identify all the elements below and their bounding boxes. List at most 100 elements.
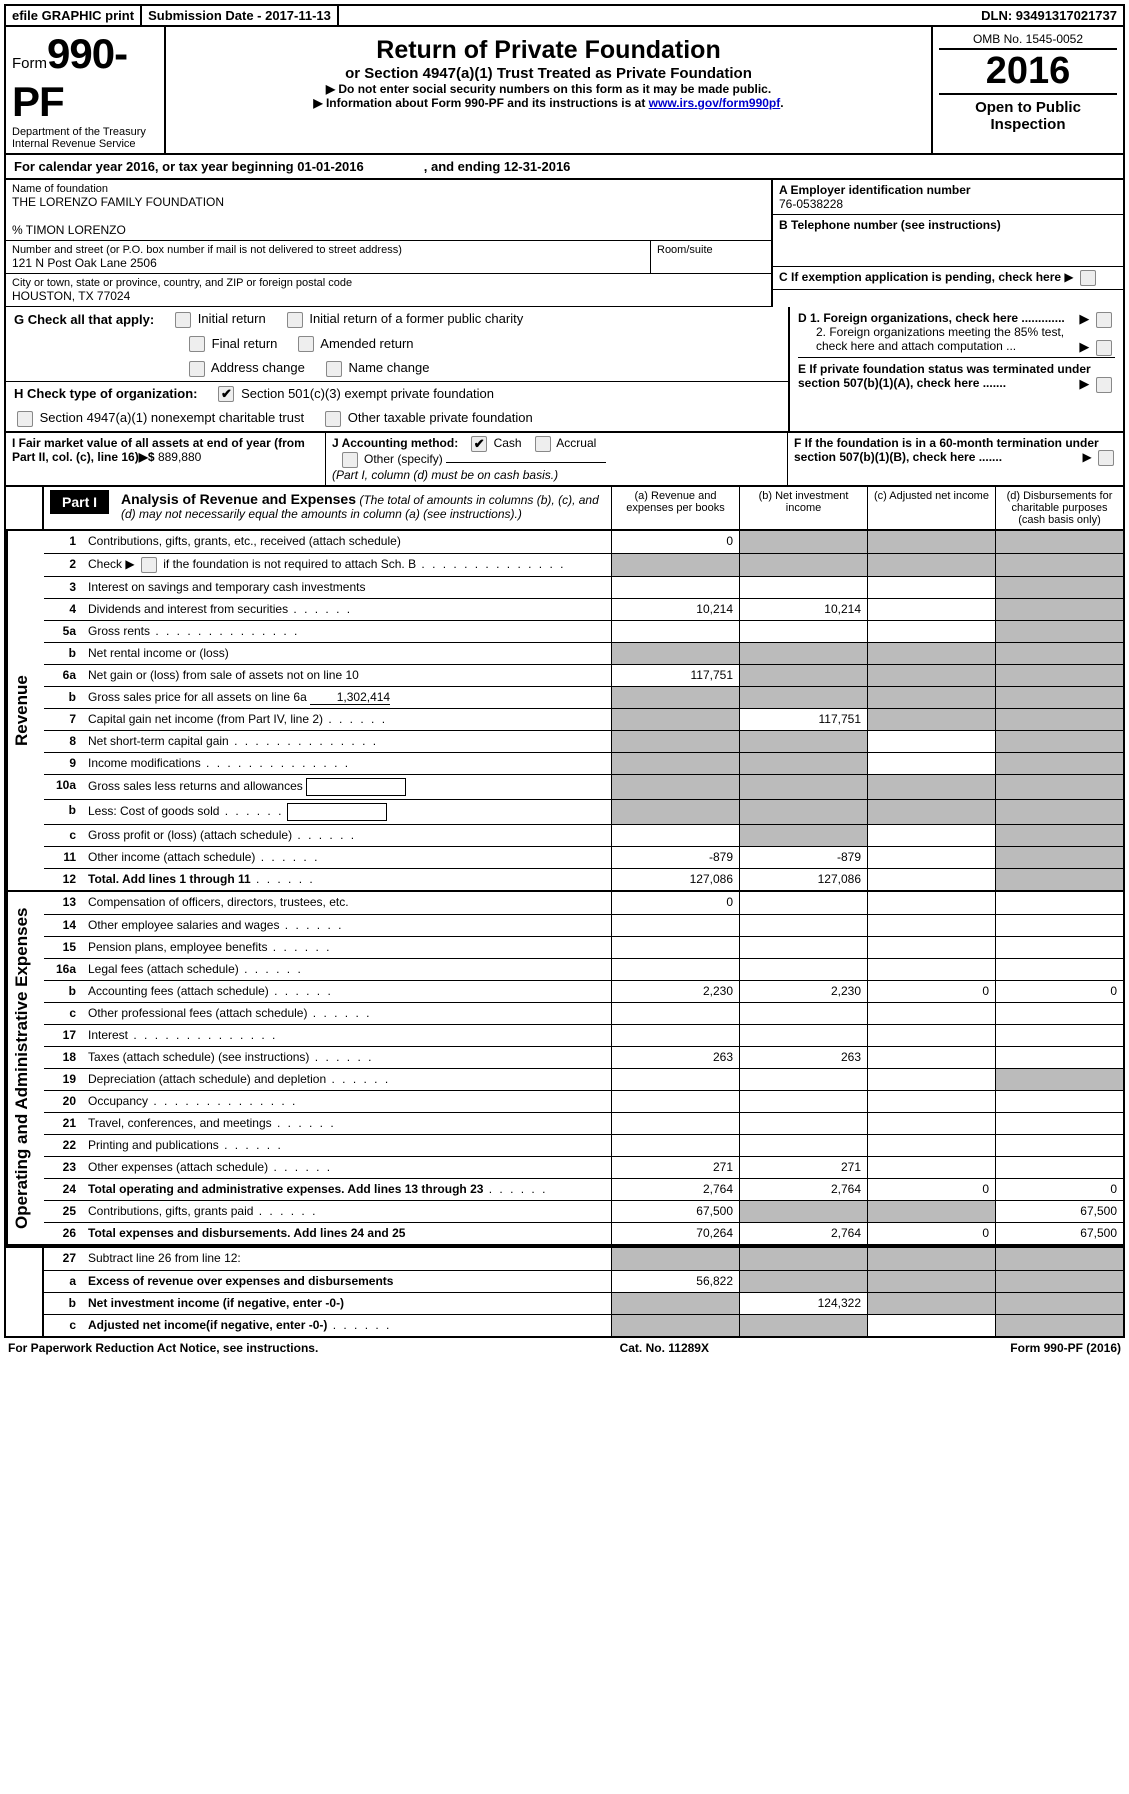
form-number: 990-PF xyxy=(12,30,127,125)
section-501c3-checkbox[interactable] xyxy=(218,386,234,402)
row-20: 20 Occupancy xyxy=(44,1090,1123,1112)
dept-irs: Internal Revenue Service xyxy=(12,138,158,150)
row-12: 12 Total. Add lines 1 through 11 127,086… xyxy=(44,868,1123,890)
cash-checkbox[interactable] xyxy=(471,436,487,452)
row-11: 11 Other income (attach schedule) -879-8… xyxy=(44,846,1123,868)
g2-label: Initial return of a former public charit… xyxy=(309,311,523,326)
form-header: Form990-PF Department of the Treasury In… xyxy=(4,27,1125,155)
row-6b: b Gross sales price for all assets on li… xyxy=(44,686,1123,708)
irs-link[interactable]: www.irs.gov/form990pf xyxy=(649,96,781,110)
room-suite-label: Room/suite xyxy=(657,244,765,256)
dln: DLN: 93491317021737 xyxy=(975,6,1123,25)
f-checkbox[interactable] xyxy=(1098,450,1114,466)
d1-label: D 1. Foreign organizations, check here .… xyxy=(798,311,1065,325)
col-b-header: (b) Net investment income xyxy=(739,487,867,529)
row-22: 22 Printing and publications xyxy=(44,1134,1123,1156)
row-16c: c Other professional fees (attach schedu… xyxy=(44,1002,1123,1024)
ein-label: A Employer identification number xyxy=(779,183,1117,197)
part1-tag: Part I xyxy=(50,490,109,514)
form-subtitle: or Section 4947(a)(1) Trust Treated as P… xyxy=(172,65,925,82)
final-return-checkbox[interactable] xyxy=(189,336,205,352)
accrual-checkbox[interactable] xyxy=(535,436,551,452)
initial-return-former-checkbox[interactable] xyxy=(287,312,303,328)
h-label: H Check type of organization: xyxy=(14,386,197,401)
row-18: 18 Taxes (attach schedule) (see instruct… xyxy=(44,1046,1123,1068)
row-1: 1 Contributions, gifts, grants, etc., re… xyxy=(44,531,1123,553)
g6-label: Name change xyxy=(348,360,429,375)
name-change-checkbox[interactable] xyxy=(326,361,342,377)
section-4947-checkbox[interactable] xyxy=(17,411,33,427)
row-7: 7 Capital gain net income (from Part IV,… xyxy=(44,708,1123,730)
h1-label: Section 501(c)(3) exempt private foundat… xyxy=(241,386,494,401)
check-section: G Check all that apply: Initial return I… xyxy=(4,307,1125,433)
row-5a: 5a Gross rents xyxy=(44,620,1123,642)
omb-number: OMB No. 1545-0052 xyxy=(939,30,1117,50)
d2-label: 2. Foreign organizations meeting the 85%… xyxy=(816,325,1064,353)
row-8: 8 Net short-term capital gain xyxy=(44,730,1123,752)
d2-checkbox[interactable] xyxy=(1096,340,1112,356)
calyear-prefix: For calendar year 2016, or tax year begi… xyxy=(14,159,297,174)
row-27: 27 Subtract line 26 from line 12: xyxy=(44,1248,1123,1270)
row-15: 15 Pension plans, employee benefits xyxy=(44,936,1123,958)
top-bar: efile GRAPHIC print Submission Date - 20… xyxy=(4,4,1125,27)
other-taxable-checkbox[interactable] xyxy=(325,411,341,427)
city-state-zip: HOUSTON, TX 77024 xyxy=(12,289,765,303)
expenses-label: Operating and Administrative Expenses xyxy=(6,892,44,1244)
h3-label: Other taxable private foundation xyxy=(348,410,533,425)
j-cash-label: Cash xyxy=(494,436,522,450)
d2-row: 2. Foreign organizations meeting the 85%… xyxy=(798,325,1115,353)
other-specify-checkbox[interactable] xyxy=(342,452,358,468)
d1-checkbox[interactable] xyxy=(1096,312,1112,328)
row-24: 24 Total operating and administrative ex… xyxy=(44,1178,1123,1200)
j-accrual-label: Accrual xyxy=(556,436,596,450)
col-c-header: (c) Adjusted net income xyxy=(867,487,995,529)
fmv-value: 889,880 xyxy=(158,450,201,464)
initial-return-checkbox[interactable] xyxy=(175,312,191,328)
part1-header: Part I Analysis of Revenue and Expenses … xyxy=(4,487,1125,531)
row-27c: c Adjusted net income(if negative, enter… xyxy=(44,1314,1123,1336)
foundation-name-label: Name of foundation xyxy=(12,183,765,195)
row-27a: a Excess of revenue over expenses and di… xyxy=(44,1270,1123,1292)
form-prefix: Form xyxy=(12,55,47,72)
calyear-end: 12-31-2016 xyxy=(504,159,571,174)
tax-year: 2016 xyxy=(939,50,1117,95)
amended-return-checkbox[interactable] xyxy=(298,336,314,352)
address-label: Number and street (or P.O. box number if… xyxy=(12,244,644,256)
j-note: (Part I, column (d) must be on cash basi… xyxy=(332,468,558,482)
row-5b: b Net rental income or (loss) xyxy=(44,642,1123,664)
page-footer: For Paperwork Reduction Act Notice, see … xyxy=(4,1338,1125,1358)
row-10a: 10a Gross sales less returns and allowan… xyxy=(44,774,1123,799)
calyear-begin: 01-01-2016 xyxy=(297,159,364,174)
row-26: 26 Total expenses and disbursements. Add… xyxy=(44,1222,1123,1244)
sch-b-checkbox[interactable] xyxy=(141,557,157,573)
paperwork-notice: For Paperwork Reduction Act Notice, see … xyxy=(8,1341,318,1355)
row-6a: 6a Net gain or (loss) from sale of asset… xyxy=(44,664,1123,686)
e-checkbox[interactable] xyxy=(1096,377,1112,393)
care-of: % TIMON LORENZO xyxy=(12,223,765,237)
address-change-checkbox[interactable] xyxy=(189,361,205,377)
col-d-header: (d) Disbursements for charitable purpose… xyxy=(995,487,1123,529)
exemption-pending-label: C If exemption application is pending, c… xyxy=(779,270,1061,284)
form-number-block: Form990-PF xyxy=(12,30,158,126)
g3-label: Final return xyxy=(212,336,278,351)
e-row: E If private foundation status was termi… xyxy=(798,357,1115,390)
address: 121 N Post Oak Lane 2506 xyxy=(12,256,644,270)
ssn-warning: Do not enter social security numbers on … xyxy=(172,82,925,96)
submission-date: Submission Date - 2017-11-13 xyxy=(142,6,339,25)
exemption-pending-checkbox[interactable] xyxy=(1080,270,1096,286)
row-25: 25 Contributions, gifts, grants paid 67,… xyxy=(44,1200,1123,1222)
city-label: City or town, state or province, country… xyxy=(12,277,765,289)
row-10b: b Less: Cost of goods sold xyxy=(44,799,1123,824)
revenue-label: Revenue xyxy=(6,531,44,890)
calyear-mid: , and ending xyxy=(424,159,504,174)
g1-label: Initial return xyxy=(198,311,266,326)
telephone-label: B Telephone number (see instructions) xyxy=(779,218,1117,232)
d1-row: D 1. Foreign organizations, check here .… xyxy=(798,311,1115,325)
g4-label: Amended return xyxy=(320,336,413,351)
efile-label: efile GRAPHIC print xyxy=(6,6,142,25)
row-21: 21 Travel, conferences, and meetings xyxy=(44,1112,1123,1134)
ein-value: 76-0538228 xyxy=(779,197,1117,211)
row-27b: b Net investment income (if negative, en… xyxy=(44,1292,1123,1314)
row-17: 17 Interest xyxy=(44,1024,1123,1046)
row-9: 9 Income modifications xyxy=(44,752,1123,774)
